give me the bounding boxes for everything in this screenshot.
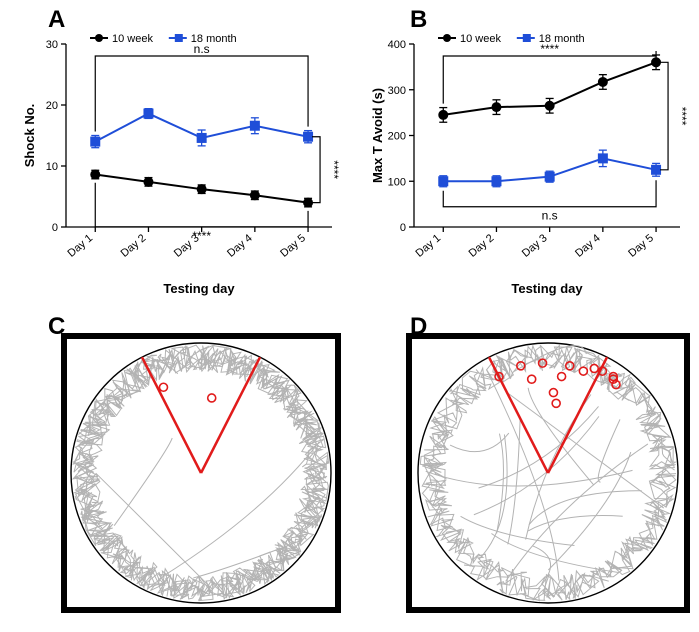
svg-text:Max T Avoid (s): Max T Avoid (s) xyxy=(370,88,385,183)
svg-text:Testing day: Testing day xyxy=(511,281,583,296)
svg-text:400: 400 xyxy=(388,39,406,51)
svg-text:****: **** xyxy=(675,107,689,126)
svg-text:****: **** xyxy=(327,160,341,179)
svg-text:200: 200 xyxy=(388,131,406,143)
svg-text:30: 30 xyxy=(46,39,58,51)
svg-text:20: 20 xyxy=(46,100,58,112)
svg-text:Day 4: Day 4 xyxy=(225,232,255,260)
svg-text:10: 10 xyxy=(46,161,58,173)
svg-text:****: **** xyxy=(192,229,211,243)
svg-text:Day 5: Day 5 xyxy=(626,232,656,260)
panel-B-chart: 0 100 200 300 400 Day 1 Day 2 Day 3 Day 4 Day 5 Ma… xyxy=(368,18,699,303)
svg-text:Day 2: Day 2 xyxy=(119,232,149,260)
svg-text:0: 0 xyxy=(400,222,406,234)
svg-text:10 week: 10 week xyxy=(112,33,153,45)
svg-text:Day 1: Day 1 xyxy=(65,232,95,260)
svg-text:Day 4: Day 4 xyxy=(573,232,603,260)
svg-text:10 week: 10 week xyxy=(460,33,501,45)
svg-text:n.s: n.s xyxy=(194,42,210,56)
svg-text:0: 0 xyxy=(52,222,58,234)
svg-text:Day 5: Day 5 xyxy=(278,232,308,260)
svg-text:n.s: n.s xyxy=(542,209,558,223)
panel-D-track xyxy=(406,333,690,613)
svg-text:Day 1: Day 1 xyxy=(413,232,443,260)
svg-text:Day 3: Day 3 xyxy=(520,232,550,260)
svg-text:300: 300 xyxy=(388,85,406,97)
svg-text:Shock No.: Shock No. xyxy=(22,104,37,168)
svg-text:Testing day: Testing day xyxy=(163,281,235,296)
panel-A-chart: 0102030Day 1Day 2Day 3Day 4Day 5Shock No… xyxy=(20,18,360,303)
svg-text:****: **** xyxy=(540,42,559,56)
svg-text:100: 100 xyxy=(388,176,406,188)
svg-text:Day 2: Day 2 xyxy=(467,232,497,260)
panel-C-track xyxy=(61,333,341,613)
figure-root: A B C D 0102030Day 1Day 2Day 3Day 4Day 5… xyxy=(0,0,699,632)
